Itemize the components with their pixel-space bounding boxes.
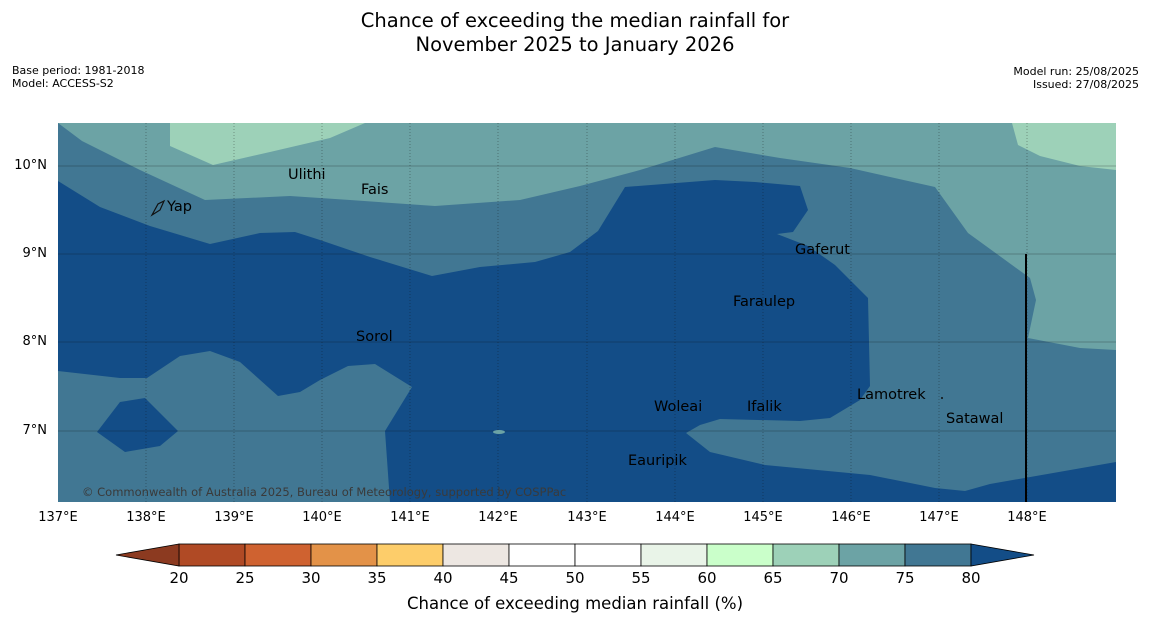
longitude-label: 143°E [567, 510, 607, 525]
colorbar-tick-label: 45 [499, 569, 519, 587]
map-title-line1: Chance of exceeding the median rainfall … [360, 9, 790, 32]
islet-ring [493, 430, 505, 434]
zone-above-80 [58, 180, 1116, 502]
zone-65-70-west [170, 123, 365, 165]
zone-65-70-east [1012, 123, 1116, 170]
longitude-label: 139°E [214, 510, 254, 525]
issued-text: Issued: 27/08/2025 [1032, 78, 1139, 91]
colorbar-tick-label: 30 [301, 569, 321, 587]
model-text: Model: ACCESS-S2 [12, 77, 114, 90]
colorbar-bin [838, 543, 906, 567]
place-label: Lamotrek [857, 387, 926, 403]
colorbar-tick-label: 70 [829, 569, 849, 587]
place-label: Yap [167, 199, 192, 215]
colorbar-tick-label: 55 [631, 569, 651, 587]
longitude-label: 144°E [655, 510, 695, 525]
islet-dot [941, 397, 943, 399]
longitude-label: 142°E [478, 510, 518, 525]
latitude-label: 10°N [14, 158, 47, 173]
place-label: Gaferut [795, 242, 850, 258]
colorbar-over-arrow [970, 543, 1035, 567]
yap-island [150, 199, 166, 217]
colorbar-bins [178, 543, 972, 567]
copyright-text: © Commonwealth of Australia 2025, Bureau… [82, 485, 567, 499]
colorbar-bin [706, 543, 774, 567]
colorbar-bin [904, 543, 972, 567]
longitude-label: 137°E [38, 510, 78, 525]
place-label: Satawal [946, 411, 1004, 427]
place-label: Woleai [654, 399, 703, 415]
place-label: Sorol [356, 329, 393, 345]
latitude-label: 9°N [22, 246, 48, 261]
map-shading [58, 123, 1116, 502]
colorbar-tick-label: 60 [697, 569, 717, 587]
longitude-label: 145°E [743, 510, 783, 525]
latitude-label: 8°N [22, 334, 48, 349]
meta-right: Model run: 25/08/2025 Issued: 27/08/2025 [1013, 65, 1139, 91]
longitude-label: 148°E [1007, 510, 1047, 525]
colorbar-tick-label: 40 [433, 569, 453, 587]
longitude-label: 140°E [302, 510, 342, 525]
place-label: Fais [361, 182, 389, 198]
colorbar-tick-label: 50 [565, 569, 585, 587]
colorbar-tick-label: 75 [895, 569, 915, 587]
colorbar-tick-label: 80 [961, 569, 981, 587]
colorbar-bin [376, 543, 444, 567]
model-run-text: Model run: 25/08/2025 [1013, 65, 1139, 78]
colorbar-tick-label: 20 [169, 569, 189, 587]
colorbar-bin [442, 543, 510, 567]
longitude-label: 138°E [126, 510, 166, 525]
longitude-label: 146°E [831, 510, 871, 525]
colorbar-tick-label: 25 [235, 569, 255, 587]
colorbar-bin [178, 543, 246, 567]
colorbar-bin [640, 543, 708, 567]
colorbar-tick-label: 35 [367, 569, 387, 587]
colorbar-tick-label: 65 [763, 569, 783, 587]
place-label: Ulithi [288, 167, 326, 183]
colorbar-bin [508, 543, 576, 567]
map-title-line2: November 2025 to January 2026 [415, 33, 735, 56]
base-period-text: Base period: 1981-2018 [12, 64, 145, 77]
colorbar-bin [574, 543, 642, 567]
colorbar-bin [772, 543, 840, 567]
place-label: Faraulep [733, 294, 796, 310]
longitude-label: 147°E [919, 510, 959, 525]
colorbar-bin [244, 543, 312, 567]
latitude-label: 7°N [22, 423, 48, 438]
meta-left: Base period: 1981-2018 Model: ACCESS-S2 [12, 64, 144, 90]
place-label: Ifalik [747, 399, 782, 415]
colorbar-label: Chance of exceeding median rainfall (%) [406, 594, 744, 613]
colorbar-bin [310, 543, 378, 567]
colorbar-under-arrow [115, 543, 180, 567]
zone-above-80-patch [97, 398, 178, 452]
longitude-label: 141°E [390, 510, 430, 525]
place-label: Eauripik [628, 453, 687, 469]
